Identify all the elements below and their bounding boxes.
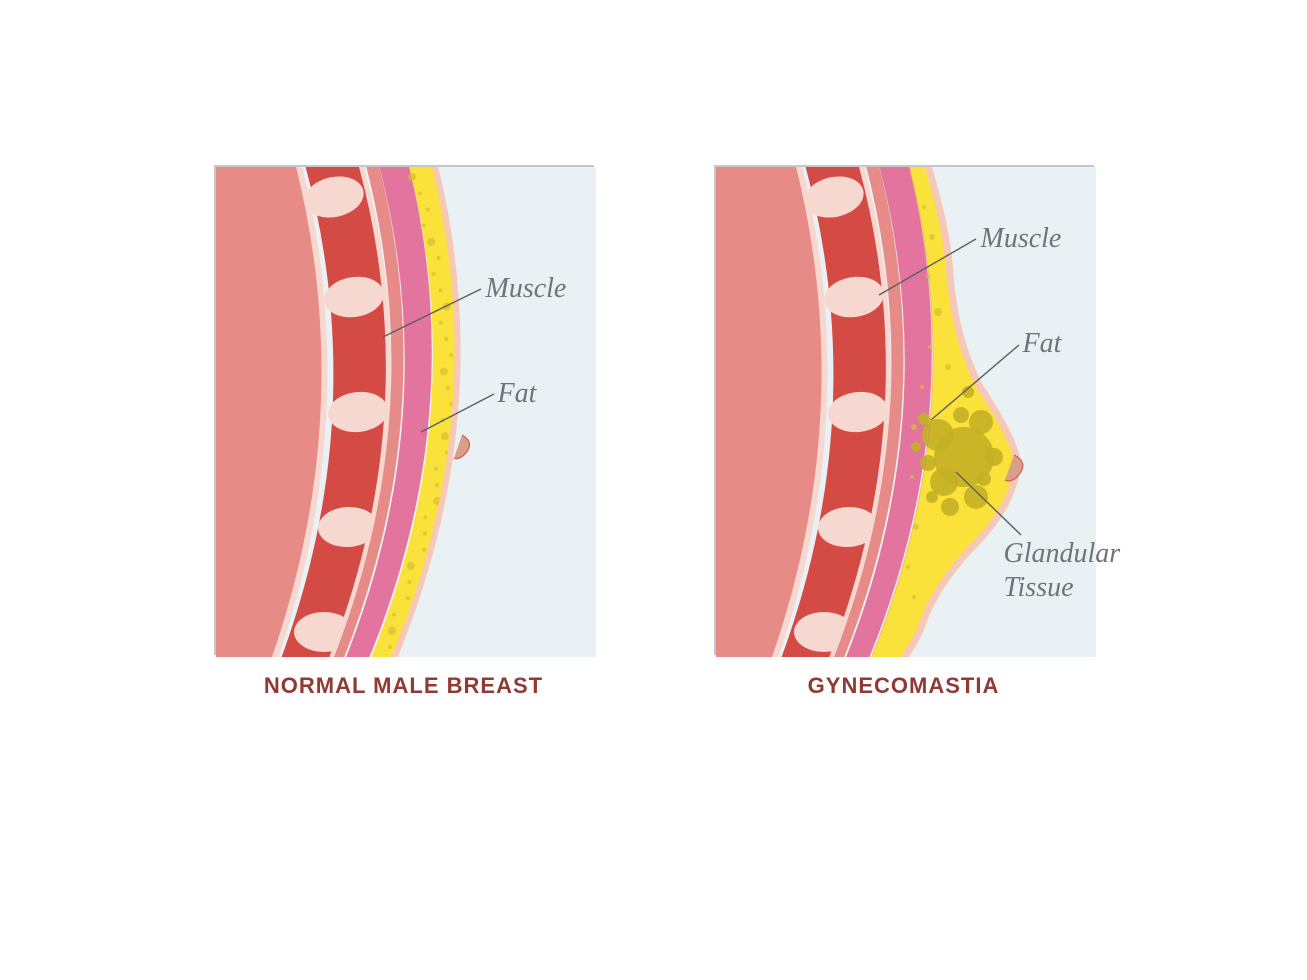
label-fat: Fat [498, 377, 537, 411]
panel-gyno: MuscleFatGlandularTissueGYNECOMASTIA [714, 165, 1094, 699]
label-fat: Fat [1023, 327, 1062, 361]
label-glandular-tissue: GlandularTissue [1004, 537, 1121, 604]
panel-normal: Muscle Fat NORMAL MALE BREAST [214, 165, 594, 699]
caption-normal: NORMAL MALE BREAST [264, 673, 543, 699]
caption-gyno: GYNECOMASTIA [808, 673, 1000, 699]
label-muscle: Muscle [981, 222, 1062, 256]
diagram-gyno: MuscleFatGlandularTissue [714, 165, 1094, 655]
label-muscle: Muscle [486, 272, 567, 306]
diagram-normal: Muscle Fat [214, 165, 594, 655]
